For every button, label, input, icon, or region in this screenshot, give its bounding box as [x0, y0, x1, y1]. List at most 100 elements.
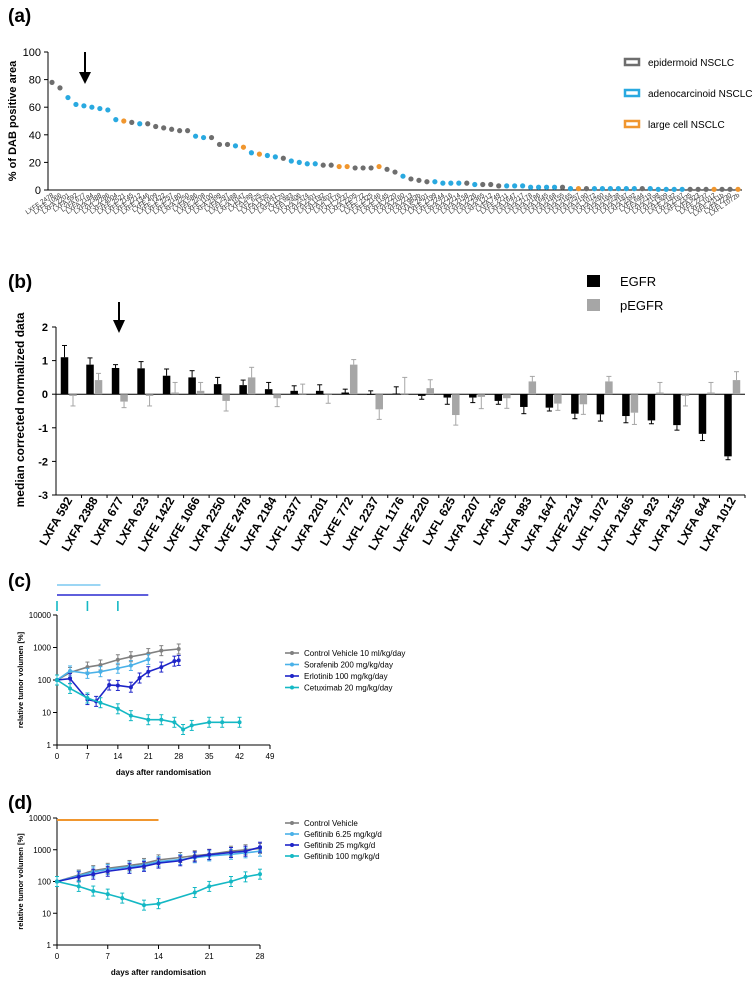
- bar: [392, 393, 400, 395]
- y-tick-label: 1: [47, 941, 52, 950]
- arrow-head: [79, 72, 91, 84]
- bar: [196, 390, 205, 395]
- bar: [707, 392, 715, 395]
- legend-swatch: [587, 275, 600, 287]
- data-point: [200, 134, 207, 141]
- bar: [647, 394, 656, 421]
- data-point: [368, 165, 374, 171]
- legend-marker: [290, 685, 294, 690]
- bar: [264, 389, 273, 395]
- data-point: [159, 665, 164, 670]
- data-point: [376, 163, 382, 170]
- data-point: [240, 144, 247, 150]
- bar: [443, 394, 452, 398]
- bar: [477, 394, 486, 397]
- data-point: [145, 121, 151, 127]
- bar: [145, 394, 154, 396]
- data-point: [304, 161, 310, 167]
- data-point: [288, 158, 294, 164]
- arrow-head: [113, 320, 125, 333]
- data-point: [575, 186, 582, 192]
- bar: [60, 357, 69, 395]
- data-point: [687, 186, 693, 192]
- data-point: [177, 128, 183, 134]
- bar: [494, 394, 503, 401]
- data-point: [181, 727, 186, 732]
- y-tick-label: 1000: [33, 846, 51, 855]
- data-point: [256, 151, 262, 157]
- legend-label: Control Vehicle: [304, 819, 358, 828]
- bar: [418, 394, 426, 396]
- x-tick-label: 21: [144, 752, 153, 761]
- panel-label: (a): [8, 6, 31, 27]
- bar: [630, 394, 639, 413]
- bar: [111, 367, 120, 395]
- bar: [290, 390, 298, 395]
- data-point: [296, 159, 302, 165]
- y-tick-label: 0: [42, 389, 48, 401]
- data-point: [623, 186, 629, 192]
- data-point: [695, 186, 701, 192]
- data-point: [176, 658, 181, 663]
- bar: [673, 394, 681, 426]
- x-axis-title: days after randomisation: [111, 968, 206, 977]
- data-point: [272, 154, 278, 160]
- bar: [596, 394, 605, 415]
- data-point: [679, 186, 685, 192]
- bar: [239, 385, 247, 395]
- data-point: [161, 125, 167, 131]
- bar: [315, 390, 324, 395]
- data-point: [360, 165, 366, 171]
- data-point: [153, 123, 159, 130]
- data-point: [480, 181, 486, 188]
- x-tick-label: 7: [85, 752, 90, 761]
- y-tick-label: 1: [47, 741, 52, 750]
- panel-b: (b) -3 -2 -1 0 1 2 median corrected normalized …: [8, 272, 746, 554]
- data-point: [81, 103, 87, 109]
- data-point: [703, 186, 709, 192]
- x-tick-label: 14: [113, 752, 122, 761]
- data-point: [98, 700, 103, 705]
- data-point: [142, 864, 146, 869]
- data-point: [258, 872, 262, 877]
- data-point: [113, 117, 119, 123]
- data-point: [280, 155, 286, 161]
- y-tick-label: -3: [38, 490, 48, 502]
- data-point: [159, 717, 164, 722]
- legend-label: adenocarcinoid NSCLC: [648, 89, 753, 100]
- panel-d: (d) 1 10 100 1000 10000 0 7 14 21 28 days after ran…: [8, 793, 382, 977]
- data-point: [647, 186, 653, 192]
- data-point: [68, 668, 73, 673]
- bar: [681, 394, 690, 396]
- x-tick-label: 35: [205, 752, 214, 761]
- data-point: [208, 134, 215, 141]
- data-point: [504, 183, 510, 189]
- data-point: [115, 666, 120, 671]
- bar: [656, 392, 664, 395]
- legend-marker: [290, 651, 294, 655]
- series-line: [56, 679, 240, 731]
- data-point: [719, 186, 725, 192]
- y-axis-title: relative tumor volumen [%]: [16, 833, 25, 930]
- data-point: [176, 646, 181, 651]
- legend-label: Gefitinib 25 mg/kg/d: [304, 841, 375, 850]
- data-point: [189, 723, 194, 728]
- bar: [188, 377, 196, 395]
- bar: [724, 394, 732, 457]
- x-axis-title: days after randomisation: [116, 768, 211, 777]
- y-tick-label: 100: [23, 47, 41, 59]
- panel-a: (a) 0 20 40 60 80 100 % of DAB positive area LXF…: [7, 6, 753, 218]
- data-point: [85, 671, 90, 676]
- data-point: [207, 720, 212, 725]
- data-point: [169, 126, 175, 132]
- panel-label: (b): [8, 272, 32, 293]
- data-point: [73, 101, 79, 108]
- data-point: [408, 176, 414, 182]
- legend-label: epidermoid NSCLC: [648, 58, 734, 69]
- data-point: [85, 695, 90, 700]
- data-point: [607, 186, 613, 192]
- data-point: [727, 186, 733, 192]
- data-point: [97, 105, 103, 112]
- y-axis-title: median corrected normalized data: [13, 312, 27, 507]
- data-point: [631, 186, 637, 192]
